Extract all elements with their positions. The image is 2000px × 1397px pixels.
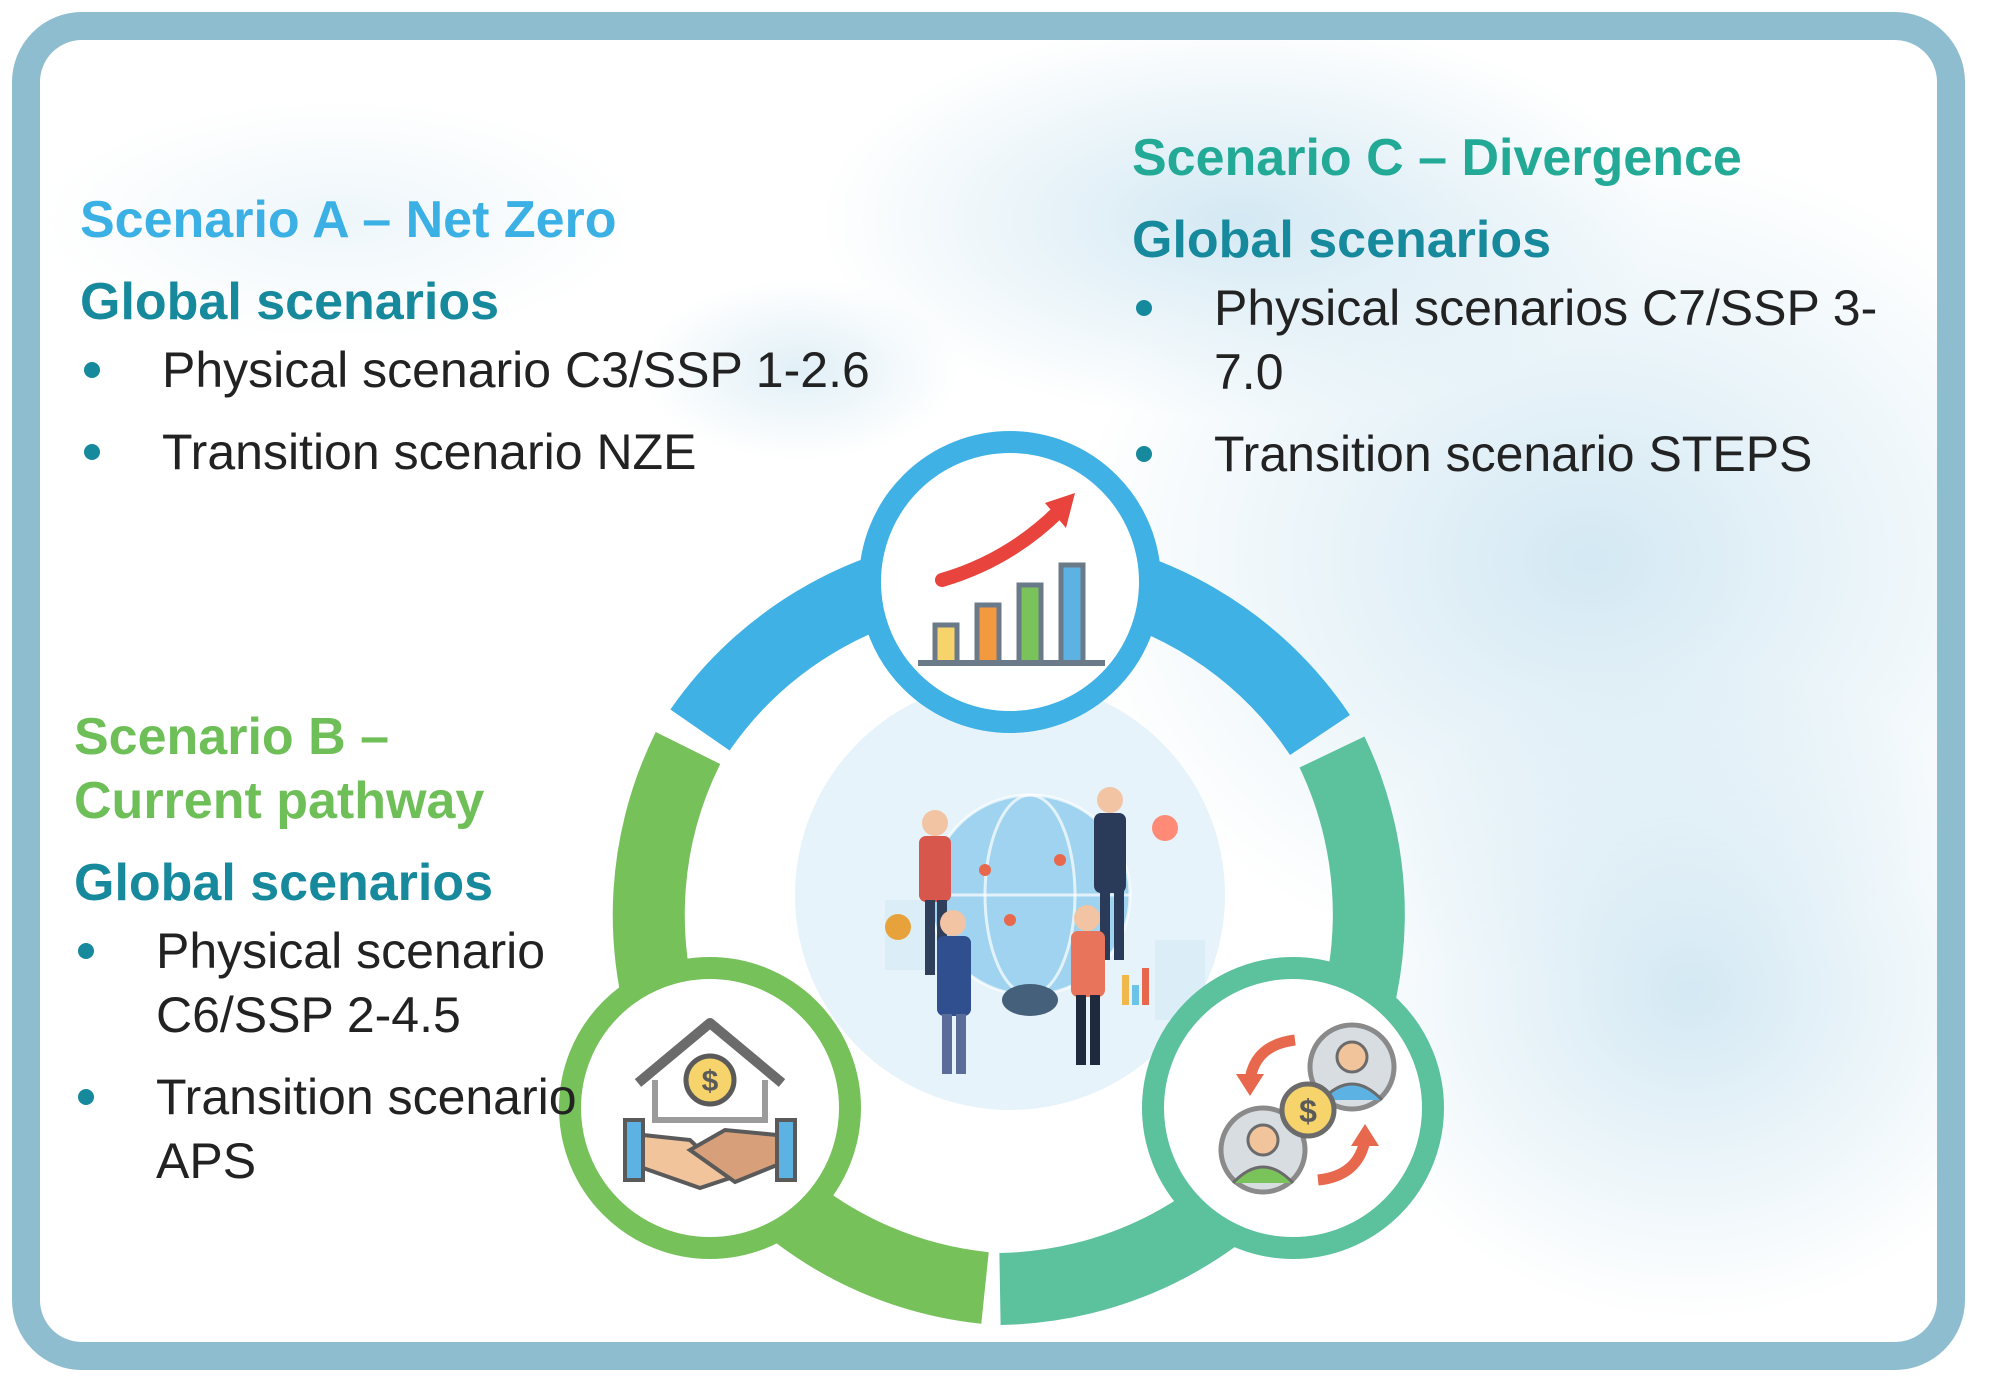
scenario-a-block: Scenario A – Net Zero Global scenarios P… [80, 188, 980, 502]
scenario-b-global-heading: Global scenarios [74, 854, 494, 912]
bullet [1136, 446, 1152, 462]
svg-text:$: $ [1299, 1093, 1317, 1129]
scenario-a-global-heading: Global scenarios [80, 273, 500, 331]
watercolor-background [40, 40, 1937, 1320]
bullet [84, 444, 100, 460]
scenario-c-title: Scenario C – Divergence [1132, 129, 1742, 187]
list-item: Physical scenario C6/SSP 2-4.5 [74, 919, 594, 1047]
list-item-text: Physical scenarios C7/SSP 3-7.0 [1214, 280, 1878, 400]
list-item: Physical scenarios C7/SSP 3-7.0 [1132, 276, 1932, 404]
list-item-text: Physical scenario C6/SSP 2-4.5 [156, 923, 546, 1043]
right-node: $ [1142, 957, 1444, 1259]
scenario-c-block: Scenario C – Divergence Global scenarios… [1132, 126, 1932, 504]
list-item-text: Transition scenario APS [156, 1069, 577, 1189]
list-item-text: Transition scenario STEPS [1214, 426, 1813, 482]
left-node: $ [559, 957, 861, 1259]
scenario-b-list: Physical scenario C6/SSP 2-4.5 Transitio… [74, 919, 594, 1193]
growth-chart-icon [918, 493, 1105, 666]
list-item: Transition scenario STEPS [1132, 422, 1932, 486]
scenario-c-list: Physical scenarios C7/SSP 3-7.0 Transiti… [1132, 276, 1932, 486]
money-exchange-people-icon: $ [1218, 1022, 1397, 1195]
frame [12, 12, 1965, 1370]
handshake-house-money-icon: $ [623, 1018, 797, 1191]
list-item-text: Physical scenario C3/SSP 1-2.6 [162, 342, 870, 398]
scenario-b-block: Scenario B – Current pathway Global scen… [74, 705, 634, 1211]
bullet [78, 1089, 94, 1105]
list-item: Physical scenario C3/SSP 1-2.6 [80, 338, 980, 402]
scenario-a-title: Scenario A – Net Zero [80, 191, 617, 249]
team-globe-illustration [795, 680, 1225, 1110]
bullet [84, 362, 100, 378]
scenario-b-title-line1: Scenario B – [74, 708, 390, 766]
scenario-a-list: Physical scenario C3/SSP 1-2.6 Transitio… [80, 338, 980, 484]
bullet [78, 943, 94, 959]
bullet [1136, 300, 1152, 316]
scenario-b-title-line2: Current pathway [74, 772, 485, 830]
list-item: Transition scenario NZE [80, 420, 980, 484]
top-node [859, 431, 1161, 733]
list-item: Transition scenario APS [74, 1065, 594, 1193]
list-item-text: Transition scenario NZE [162, 424, 697, 480]
scenario-c-global-heading: Global scenarios [1132, 211, 1552, 269]
svg-text:$: $ [702, 1065, 719, 1098]
